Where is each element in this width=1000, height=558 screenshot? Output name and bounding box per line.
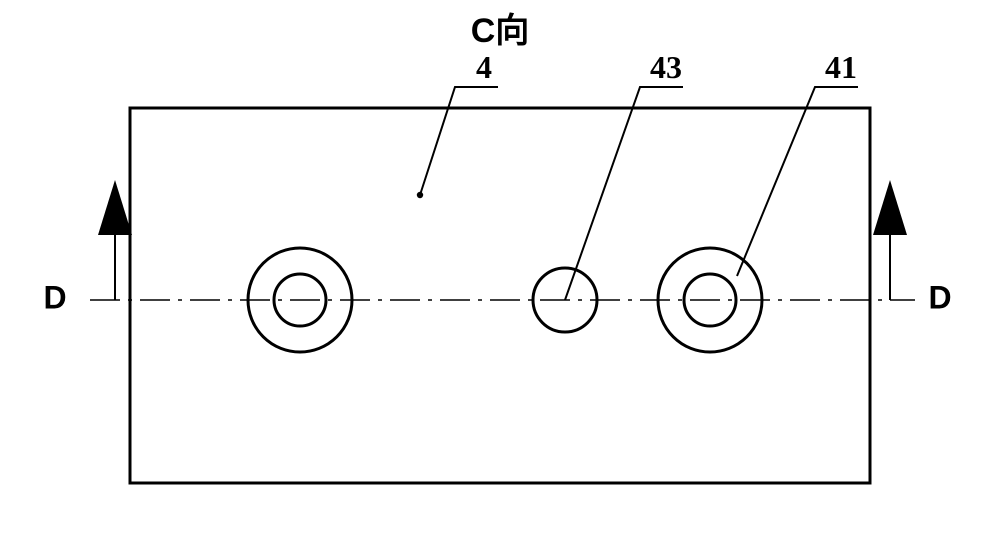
section-label-right: D [928, 279, 951, 315]
section-label-left: D [43, 279, 66, 315]
callout-leader-4 [420, 87, 498, 195]
callout-dot-4 [417, 192, 423, 198]
view-title: C向 [471, 12, 530, 50]
callout-label-43: 43 [650, 49, 682, 85]
section-arrow-head-right [873, 180, 907, 235]
callout-leader-43 [565, 87, 683, 300]
callout-label-4: 4 [476, 49, 492, 85]
diagram-canvas: D D C向4 43 41 [0, 0, 1000, 558]
callout-leader-41 [737, 87, 858, 276]
callout-label-41: 41 [825, 49, 857, 85]
section-arrow-head-left [98, 180, 132, 235]
plate-outline [130, 108, 870, 483]
